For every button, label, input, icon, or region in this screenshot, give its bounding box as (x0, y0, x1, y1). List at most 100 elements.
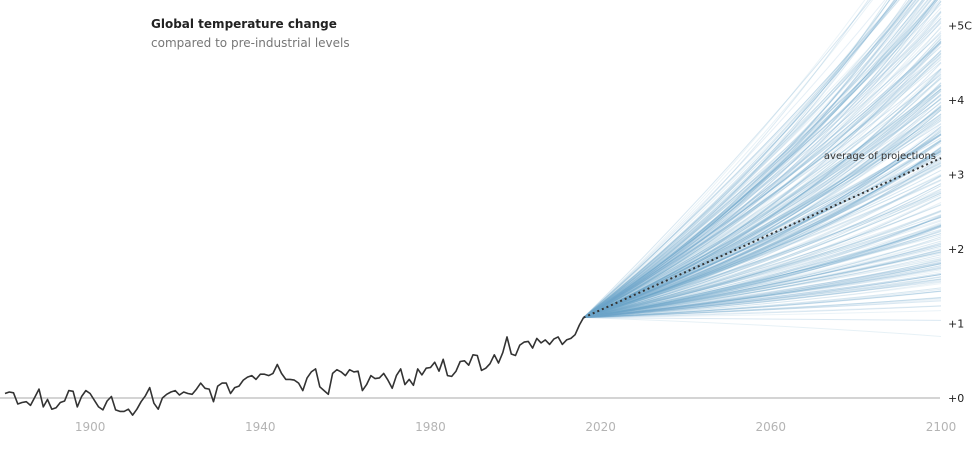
projection-line (583, 288, 942, 319)
projection-line (583, 173, 942, 319)
projection-line (583, 74, 942, 318)
projection-line (583, 174, 942, 319)
projection-line (583, 225, 942, 319)
projection-line (583, 139, 942, 319)
average-projection-annotation: average of projections (824, 151, 936, 162)
projection-line (583, 90, 942, 319)
projection-line (583, 219, 942, 319)
projection-line (583, 106, 942, 319)
projection-line (583, 0, 866, 318)
projection-line (583, 133, 942, 319)
projection-line (583, 0, 939, 318)
projection-line (583, 261, 942, 319)
projection-line (583, 274, 942, 319)
projection-line (583, 0, 938, 318)
projection-line (583, 152, 942, 319)
projection-line (583, 256, 942, 319)
y-tick-label: +1 (948, 318, 964, 331)
projection-line (583, 40, 942, 318)
projection-line (583, 225, 942, 319)
projection-line (583, 0, 937, 318)
observed-temperature-line (4, 317, 585, 416)
projection-line (583, 260, 942, 319)
projection-line (583, 196, 942, 319)
projection-line (583, 0, 919, 318)
projection-line (583, 196, 942, 319)
projection-line (583, 214, 942, 319)
y-tick-label: +0 (948, 392, 964, 405)
projection-line (583, 150, 942, 319)
projection-line (583, 0, 937, 318)
projection-line (583, 140, 942, 319)
projection-line (583, 156, 942, 319)
projection-lines-group (583, 0, 942, 337)
projection-line (583, 40, 942, 318)
projection-line (583, 52, 942, 319)
projection-line (583, 146, 942, 319)
projection-line (583, 204, 942, 319)
projection-line (583, 56, 942, 318)
projection-line (583, 251, 942, 319)
projection-line (583, 0, 929, 318)
projection-line (583, 10, 942, 318)
projection-line (583, 263, 942, 319)
projection-line (583, 0, 932, 318)
projection-line (583, 179, 942, 319)
projection-line (583, 70, 942, 319)
projection-line (583, 85, 942, 318)
projection-line (583, 109, 942, 319)
projection-line (583, 147, 942, 319)
chart-title: Global temperature change (151, 17, 337, 31)
projection-line (583, 266, 942, 319)
projection-line (583, 0, 896, 318)
projection-line (583, 0, 895, 318)
projection-line (583, 238, 942, 319)
projection-line (583, 305, 942, 319)
projection-line (583, 164, 942, 319)
projection-line (583, 191, 942, 319)
projection-line (583, 139, 942, 319)
projection-line (583, 38, 942, 318)
projection-line (583, 0, 869, 318)
projection-line (583, 72, 942, 319)
projection-line (583, 249, 942, 319)
projection-line (583, 76, 942, 319)
projection-line (583, 240, 942, 319)
projection-line (583, 0, 932, 318)
projection-line (583, 290, 942, 319)
projection-line (583, 94, 942, 318)
projection-line (583, 107, 942, 318)
projection-line (583, 185, 942, 319)
projection-line (583, 35, 942, 318)
projection-line (583, 50, 942, 318)
projection-line (583, 88, 942, 318)
projection-line (583, 88, 942, 318)
projection-line (583, 0, 926, 318)
projection-line (583, 123, 942, 318)
projection-line (583, 7, 942, 318)
projection-line (583, 249, 942, 319)
projection-line (583, 158, 942, 319)
projection-line (583, 317, 942, 321)
projection-line (583, 0, 923, 318)
projection-line (583, 0, 886, 318)
projection-line (583, 117, 942, 319)
projection-line (583, 0, 920, 318)
projection-line (583, 0, 926, 318)
projection-line (583, 0, 913, 318)
x-tick-label: 1940 (245, 420, 276, 434)
projection-line (583, 290, 942, 319)
projection-line (583, 160, 942, 319)
projection-line (583, 0, 913, 318)
projection-line (583, 115, 942, 318)
projection-line (583, 49, 942, 318)
projection-line (583, 298, 942, 319)
projection-line (583, 0, 913, 318)
projection-line (583, 192, 942, 319)
projection-line (583, 165, 942, 319)
projection-line (583, 42, 942, 318)
projection-line (583, 0, 910, 318)
projection-line (583, 244, 942, 319)
projection-line (583, 41, 942, 318)
projection-line (583, 52, 942, 318)
